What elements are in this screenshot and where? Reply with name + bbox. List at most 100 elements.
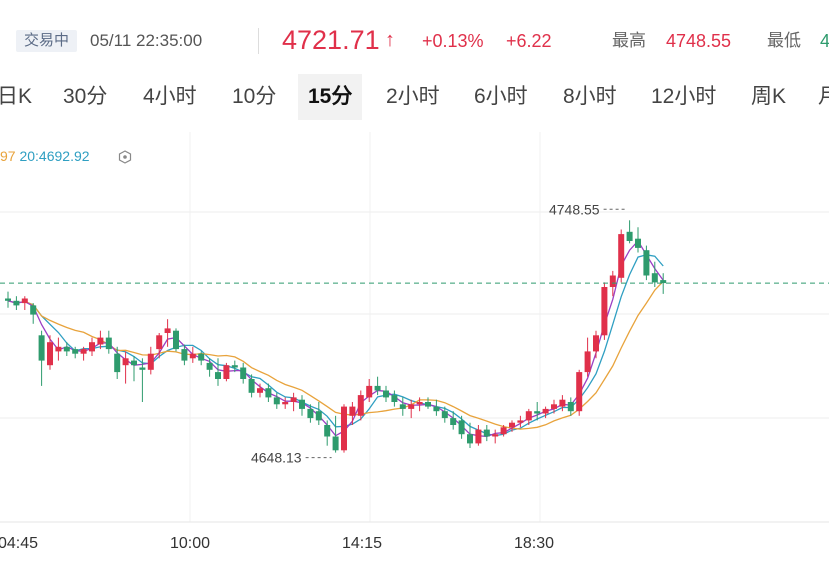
candle-body: [198, 353, 205, 361]
candle-body: [38, 335, 45, 361]
candle-body: [30, 305, 37, 315]
candle-body: [357, 395, 364, 416]
candle-body: [341, 406, 347, 451]
candle-body: [273, 397, 280, 405]
candle-body: [72, 349, 79, 354]
tab-monthly[interactable]: 月: [818, 85, 829, 108]
candle-body: [626, 231, 633, 241]
candle-body: [635, 238, 641, 248]
candle-body: [584, 351, 591, 373]
candle-body: [534, 411, 541, 414]
tab-daily[interactable]: 日K: [0, 85, 33, 108]
candle-body: [147, 353, 154, 370]
candle-body: [601, 287, 608, 336]
candle-body: [248, 379, 255, 393]
high-label: 最高: [612, 31, 646, 50]
candle-body: [425, 402, 431, 407]
candle-body: [593, 335, 599, 352]
kline-plot: 4748.55 4648.13 04:45 10:00 14:15 18:30: [0, 132, 829, 552]
hexagon-settings-icon[interactable]: [118, 150, 132, 164]
candle-body: [576, 372, 583, 412]
candle-body: [660, 280, 667, 284]
change-percent: +0.13%: [422, 31, 484, 51]
candle-body: [223, 365, 230, 379]
candle-body: [97, 337, 104, 345]
tab-10min[interactable]: 10分: [232, 85, 277, 108]
candle-body: [299, 399, 305, 409]
x-tick-label: 14:15: [342, 535, 382, 552]
tab-4hour[interactable]: 4小时: [143, 85, 197, 108]
candle-body: [164, 328, 171, 333]
low-label: 最低: [767, 31, 801, 50]
ma-legend: 97 20:4692.92: [0, 148, 90, 164]
candle-body: [525, 411, 532, 421]
candle-body: [189, 353, 196, 359]
ma20-legend: 20:4692.92: [19, 148, 90, 164]
candle-body: [374, 385, 381, 391]
candle-body: [450, 418, 457, 425]
quote-datetime: 05/11 22:35:00: [90, 31, 203, 50]
candle-body: [416, 402, 423, 405]
candle-body: [559, 399, 566, 407]
candle-body: [206, 362, 213, 370]
tab-6hour[interactable]: 6小时: [474, 85, 528, 108]
x-tick-label: 10:00: [170, 535, 210, 552]
low-value: 4: [820, 31, 829, 51]
candle-body: [391, 395, 398, 402]
candle-body: [21, 298, 28, 304]
candle-body: [13, 300, 20, 306]
candle-body: [483, 429, 490, 437]
candle-body: [63, 346, 70, 352]
candle-body: [332, 436, 339, 451]
candle-body: [492, 434, 499, 437]
tab-30min[interactable]: 30分: [63, 85, 108, 108]
candle-body: [181, 349, 188, 361]
candle-body: [551, 404, 557, 409]
tab-15min[interactable]: 15分: [298, 74, 363, 120]
candle-body: [290, 397, 297, 402]
candle-body: [89, 342, 95, 352]
candle-body: [441, 411, 448, 419]
candle-body: [433, 406, 440, 412]
candle-body: [618, 234, 625, 278]
ma-legend-partial: 97: [0, 148, 16, 164]
candle-body: [366, 385, 373, 398]
candle-body: [509, 422, 515, 428]
candle-body: [156, 335, 163, 350]
candle-body: [215, 372, 221, 379]
tab-8hour[interactable]: 8小时: [563, 85, 617, 108]
kline-chart[interactable]: 97 20:4692.92 4748.55 4648.13 04:45 10:00 14…: [0, 132, 829, 562]
candle-body: [131, 360, 137, 366]
candle-body: [475, 429, 482, 444]
candle-body: [282, 402, 289, 405]
candle-body: [105, 337, 112, 350]
candle-body: [231, 365, 238, 368]
change-absolute: +6.22: [506, 31, 552, 51]
candle-body: [265, 388, 272, 398]
candle-body: [55, 346, 62, 352]
last-price: 4721.71: [282, 25, 380, 55]
quote-header: 交易中 05/11 22:35:00 4721.71 ↑ +0.13% +6.2…: [0, 18, 829, 62]
candle-body: [567, 402, 574, 412]
candle-body: [399, 404, 406, 409]
candle-body: [5, 298, 11, 301]
candle-body: [139, 367, 146, 370]
tab-2hour[interactable]: 2小时: [386, 85, 440, 108]
candle-body: [173, 330, 179, 350]
low-annotation: 4648.13: [251, 450, 302, 466]
high-annotation: 4748.55: [549, 201, 600, 217]
candle-body: [240, 367, 247, 379]
candle-body: [500, 427, 507, 435]
candle-body: [257, 388, 263, 393]
candle-body: [517, 420, 524, 423]
x-tick-label: 18:30: [514, 535, 554, 552]
candle-body: [324, 425, 331, 437]
candle-body: [114, 353, 121, 373]
high-value: 4748.55: [666, 31, 732, 51]
candle-body: [542, 408, 549, 414]
candle-body: [467, 434, 473, 444]
tab-12hour[interactable]: 12小时: [651, 85, 717, 108]
candle-body: [408, 404, 415, 409]
trading-status-badge: 交易中: [16, 30, 78, 52]
tab-weekly[interactable]: 周K: [751, 85, 787, 108]
